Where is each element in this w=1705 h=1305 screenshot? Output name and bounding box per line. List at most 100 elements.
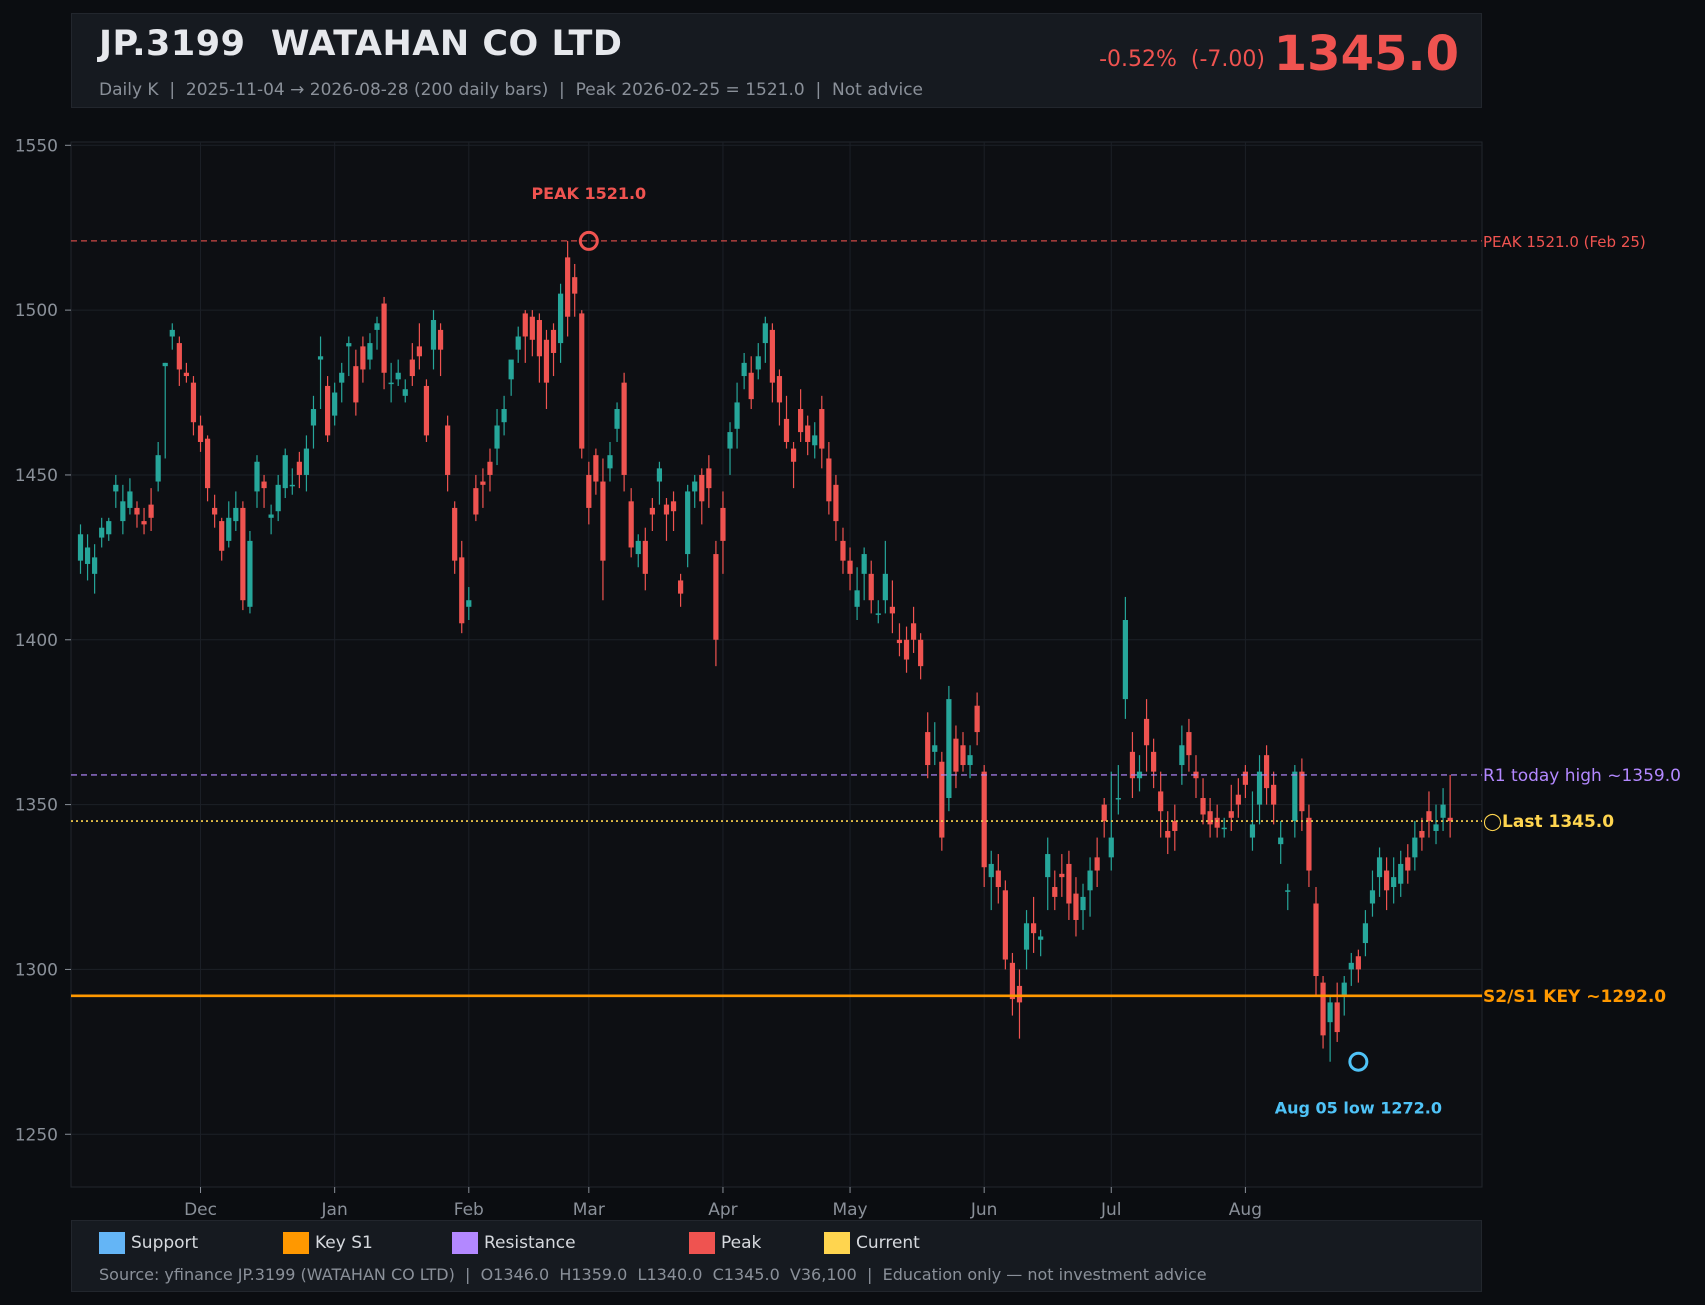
chart-header: JP.3199 WATAHAN CO LTD Daily K | 2025-11… (71, 13, 1482, 108)
x-tick-label: Jun (970, 1200, 998, 1220)
candle-body (910, 623, 917, 640)
x-tick-label: Mar (573, 1200, 605, 1220)
candle-body (925, 732, 931, 766)
candle-body (1440, 804, 1446, 818)
candle-body (1334, 1002, 1340, 1033)
candle-body (1158, 791, 1164, 812)
source-note: Source: yfinance JP.3199 (WATAHAN CO LTD… (99, 1265, 1207, 1284)
candle-body (953, 738, 959, 772)
candle-body (494, 425, 500, 449)
candle-body (1447, 817, 1453, 822)
candle-body (1052, 887, 1058, 897)
candle-body (332, 392, 338, 416)
candle-body (1151, 751, 1157, 772)
candle-body (748, 372, 754, 400)
low-marker-circle (1348, 1051, 1369, 1072)
candle-body (1433, 824, 1439, 831)
candle-body (720, 507, 726, 541)
candle-body (1398, 863, 1404, 884)
candle-body (1412, 837, 1418, 858)
peak-marker-label: PEAK 1521.0 (531, 184, 646, 203)
candle-body (988, 863, 994, 878)
candle-body (1369, 890, 1376, 904)
candle-body (1207, 811, 1213, 825)
legend-item-support: Support (99, 1231, 198, 1255)
candle-body (847, 560, 853, 574)
candle-body (480, 481, 486, 485)
legend-label: Peak (721, 1233, 762, 1253)
low-marker-label: Aug 05 low 1272.0 (1275, 1099, 1442, 1118)
candle-body (1214, 817, 1220, 828)
candle-body (727, 432, 733, 449)
candle-body (1101, 804, 1107, 822)
candle-body (409, 359, 415, 377)
candle-body (268, 514, 274, 518)
y-tick-label: 1400 (15, 631, 58, 651)
legend-label: Resistance (484, 1233, 576, 1253)
candle-body (1066, 863, 1072, 904)
candle-body (445, 425, 451, 475)
candle-body (473, 488, 479, 515)
candle-body (790, 448, 797, 462)
y-tick-label: 1500 (15, 301, 58, 321)
candle-body (1136, 771, 1143, 779)
legend-item-peak: Peak (689, 1231, 761, 1255)
candle-body (635, 540, 641, 555)
x-tick-label: Jan (321, 1200, 348, 1220)
candle-body (1299, 771, 1305, 812)
candle-body (642, 540, 648, 574)
candle-body (1122, 619, 1128, 700)
candle-body (1179, 745, 1185, 766)
candle-body (692, 481, 698, 492)
level-label-resistance: R1 today high ~1359.0 (1483, 766, 1681, 786)
candle-body (487, 461, 493, 475)
candle-body (395, 372, 401, 380)
candle-body (1115, 798, 1121, 800)
candle-body (1009, 962, 1016, 1000)
candle-body (1263, 755, 1270, 789)
candle-body (805, 425, 811, 442)
candle-body (176, 343, 182, 370)
legend-item-resistance: Resistance (452, 1231, 576, 1255)
candle-body (699, 474, 705, 502)
level-label-key-s1: S2/S1 KEY ~1292.0 (1483, 987, 1666, 1007)
candle-body (247, 540, 253, 607)
candle-body (663, 504, 670, 515)
candle-body (99, 527, 105, 538)
plot-area (70, 141, 1483, 1188)
candle-body (783, 418, 790, 442)
candle-body (466, 600, 472, 607)
candle-body (1038, 936, 1044, 940)
candle-body (275, 484, 281, 512)
candle-body (861, 554, 867, 574)
x-tick-label: Dec (184, 1200, 217, 1220)
candle-body (204, 438, 211, 489)
candle-body (388, 382, 394, 385)
candle-body (1285, 890, 1291, 892)
candle-body (452, 507, 458, 561)
candle-body (522, 313, 528, 337)
legend-swatch (283, 1232, 309, 1254)
peak-marker-circle (578, 230, 599, 251)
candle-body (1292, 771, 1298, 822)
candle-body (1059, 873, 1065, 878)
candle-body (607, 455, 613, 469)
candle-body (148, 504, 154, 518)
candle-body (670, 501, 677, 512)
candle-body (967, 755, 973, 766)
chart-footer: Support Key S1 Resistance Peak Current Sourc… (71, 1220, 1482, 1292)
candle-body (1327, 1002, 1333, 1023)
candle-body (296, 461, 302, 475)
candle-body (741, 362, 747, 377)
legend-item-current: Current (824, 1231, 920, 1255)
candle-body (141, 521, 147, 525)
candle-body (706, 468, 712, 489)
candle-body (762, 323, 768, 344)
candle-body (586, 474, 592, 508)
candle-body (1391, 877, 1397, 888)
x-axis: Dec Jan Feb Mar Apr May Jun Jul Aug (184, 1187, 1262, 1220)
candle-body (1129, 751, 1136, 779)
candle-body (875, 613, 881, 615)
candle-body (1087, 870, 1093, 891)
candle-body (1235, 794, 1241, 805)
